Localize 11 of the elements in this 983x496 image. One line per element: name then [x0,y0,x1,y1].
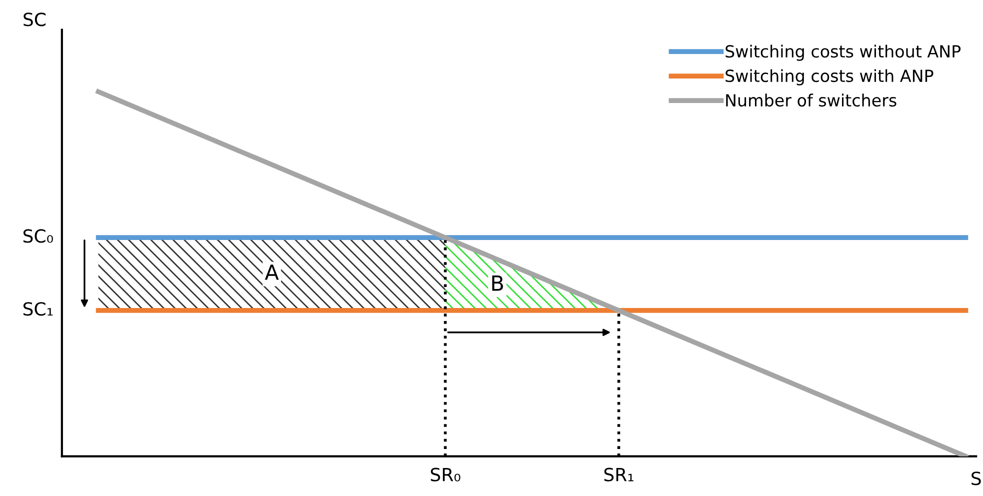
y-axis-title: SC [24,12,46,26]
text: SC₀ [23,229,53,243]
x-tick-label: SR₀ [430,468,460,482]
legend-label: Switching costs without ANP [726,44,961,61]
legend-label: Switching costs with ANP [726,69,934,86]
legend-label: Number of switchers [726,94,896,107]
x-tick-label: SR₁ [604,468,634,482]
x-axis-title: S [972,472,981,486]
annotation: A [264,264,279,280]
annotation: B [492,276,504,291]
text: SC₁ [23,302,53,316]
